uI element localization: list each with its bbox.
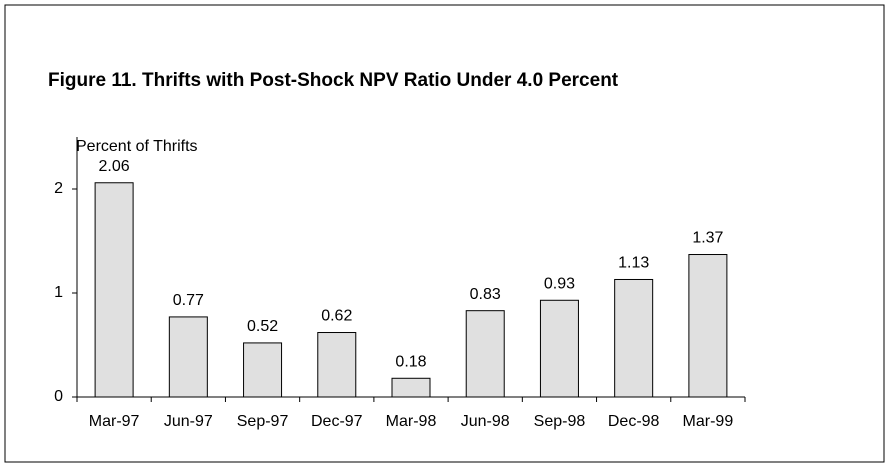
y-tick-label: 2 bbox=[54, 180, 63, 197]
x-tick-label: Mar-98 bbox=[386, 413, 437, 430]
data-label: 1.37 bbox=[692, 230, 723, 247]
x-tick-label: Mar-97 bbox=[89, 413, 140, 430]
data-label: 0.18 bbox=[395, 353, 426, 370]
chart-title: Figure 11. Thrifts with Post-Shock NPV R… bbox=[48, 70, 619, 91]
data-label: 0.62 bbox=[321, 308, 352, 325]
bar bbox=[243, 342, 283, 398]
bar bbox=[614, 278, 654, 398]
x-tick-label: Mar-99 bbox=[683, 413, 734, 430]
bar bbox=[539, 299, 579, 398]
bar bbox=[465, 310, 505, 398]
x-tick-label: Jun-97 bbox=[164, 413, 213, 430]
x-tick-label: Sep-97 bbox=[237, 413, 289, 430]
bar bbox=[688, 254, 728, 398]
data-label: 2.06 bbox=[99, 158, 130, 175]
data-label: 0.93 bbox=[544, 275, 575, 292]
bar bbox=[168, 316, 208, 398]
bar bbox=[317, 332, 357, 398]
data-label: 0.77 bbox=[173, 292, 204, 309]
x-tick-label: Dec-98 bbox=[608, 413, 660, 430]
x-tick-label: Jun-98 bbox=[461, 413, 510, 430]
frame bbox=[4, 4, 885, 463]
y-tick-label: 1 bbox=[54, 284, 63, 301]
data-label: 0.83 bbox=[470, 286, 501, 303]
bar bbox=[391, 377, 431, 398]
bar bbox=[94, 182, 134, 398]
data-label: 0.52 bbox=[247, 318, 278, 335]
x-tick-label: Sep-98 bbox=[534, 413, 586, 430]
y-tick-label: 0 bbox=[54, 388, 63, 405]
data-label: 1.13 bbox=[618, 255, 649, 272]
x-tick-label: Dec-97 bbox=[311, 413, 363, 430]
y-axis-label: Percent of Thrifts bbox=[76, 138, 198, 155]
